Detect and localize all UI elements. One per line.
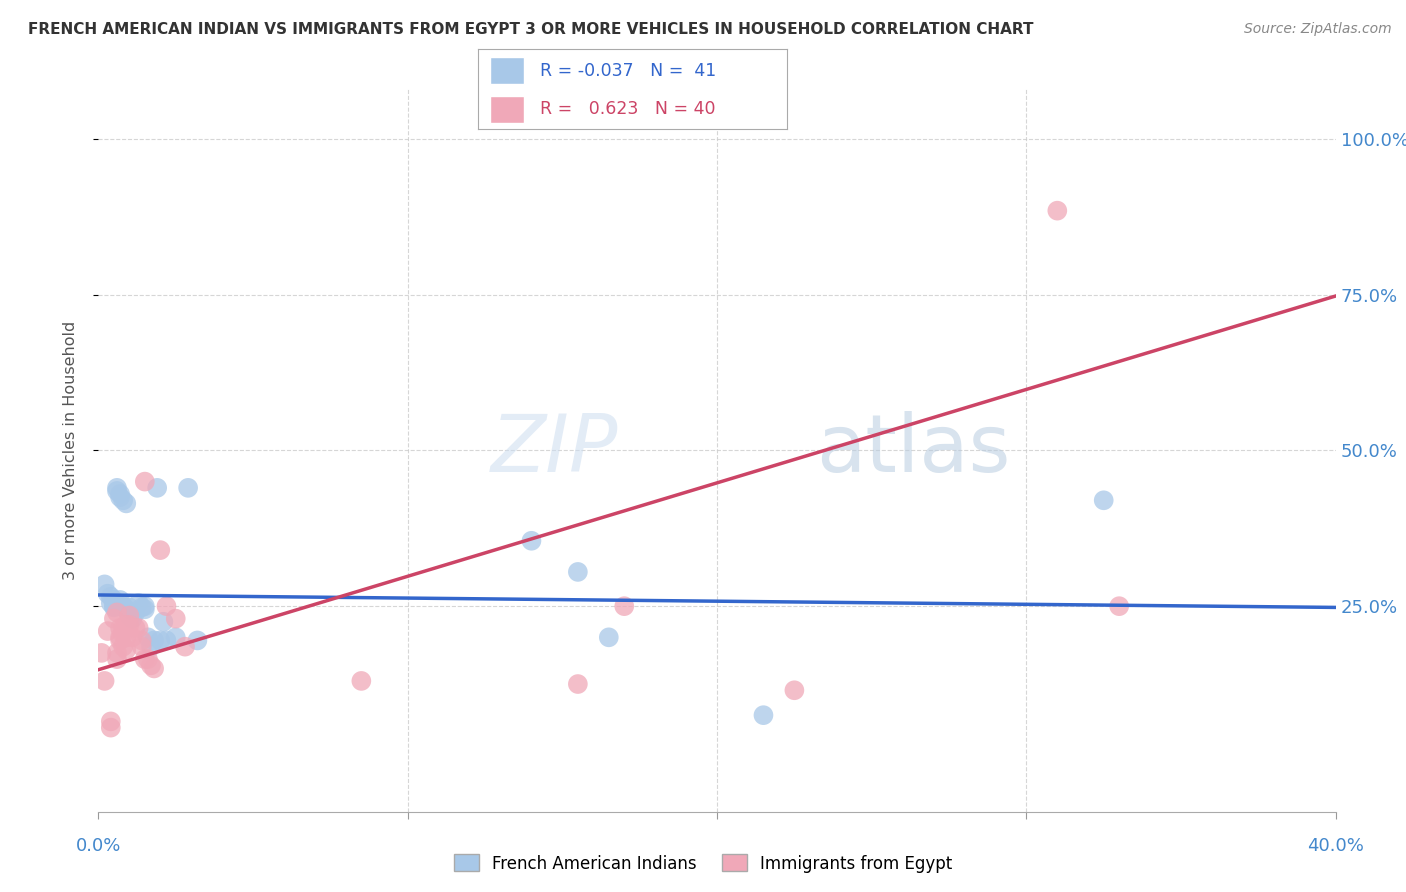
Point xyxy=(105,646,128,660)
Point xyxy=(97,587,120,601)
Point xyxy=(108,633,131,648)
Point xyxy=(139,658,162,673)
Point xyxy=(1092,493,1115,508)
Point xyxy=(131,633,153,648)
Point xyxy=(121,612,143,626)
Point xyxy=(567,677,589,691)
Point xyxy=(174,640,197,654)
Point xyxy=(165,630,187,644)
Point xyxy=(136,630,159,644)
Point xyxy=(128,621,150,635)
Point xyxy=(118,608,141,623)
Point xyxy=(108,593,131,607)
Point xyxy=(115,630,138,644)
Point xyxy=(112,493,135,508)
Point xyxy=(103,593,125,607)
Text: ZIP: ZIP xyxy=(491,411,619,490)
Point xyxy=(598,630,620,644)
Text: R =   0.623   N = 40: R = 0.623 N = 40 xyxy=(540,100,716,119)
Point xyxy=(146,481,169,495)
Point xyxy=(134,602,156,616)
Point xyxy=(115,496,138,510)
Point xyxy=(143,661,166,675)
Point xyxy=(115,618,138,632)
Point xyxy=(108,630,131,644)
Point xyxy=(105,483,128,498)
Point xyxy=(186,633,208,648)
Point xyxy=(100,714,122,729)
Point xyxy=(152,615,174,629)
Point xyxy=(103,599,125,614)
Point xyxy=(752,708,775,723)
Point xyxy=(115,602,138,616)
Point xyxy=(134,599,156,614)
Point xyxy=(149,633,172,648)
Point xyxy=(134,652,156,666)
Point xyxy=(155,599,177,614)
Point xyxy=(108,490,131,504)
Point xyxy=(143,633,166,648)
Point xyxy=(112,599,135,614)
Point xyxy=(112,621,135,635)
Point xyxy=(124,621,146,635)
Point xyxy=(100,590,122,604)
Point xyxy=(118,600,141,615)
Point xyxy=(108,487,131,501)
Text: FRENCH AMERICAN INDIAN VS IMMIGRANTS FROM EGYPT 3 OR MORE VEHICLES IN HOUSEHOLD : FRENCH AMERICAN INDIAN VS IMMIGRANTS FRO… xyxy=(28,22,1033,37)
Point xyxy=(100,596,122,610)
Bar xyxy=(491,57,524,85)
Y-axis label: 3 or more Vehicles in Household: 3 or more Vehicles in Household xyxy=(63,321,77,580)
Bar xyxy=(491,95,524,123)
Point xyxy=(97,624,120,639)
Point xyxy=(105,652,128,666)
Point xyxy=(155,633,177,648)
Point xyxy=(177,481,200,495)
Point xyxy=(134,475,156,489)
Text: atlas: atlas xyxy=(815,411,1011,490)
Point xyxy=(100,721,122,735)
Point xyxy=(131,600,153,615)
Legend: French American Indians, Immigrants from Egypt: French American Indians, Immigrants from… xyxy=(447,847,959,880)
Text: Source: ZipAtlas.com: Source: ZipAtlas.com xyxy=(1244,22,1392,37)
Point xyxy=(90,646,112,660)
Point xyxy=(118,606,141,620)
Point xyxy=(128,596,150,610)
Point xyxy=(118,608,141,623)
Point xyxy=(520,533,543,548)
Point xyxy=(112,640,135,654)
Point xyxy=(136,652,159,666)
Text: R = -0.037   N =  41: R = -0.037 N = 41 xyxy=(540,62,716,79)
Point xyxy=(103,600,125,615)
Point xyxy=(112,627,135,641)
Point xyxy=(115,642,138,657)
Point xyxy=(108,621,131,635)
Point xyxy=(165,612,187,626)
Text: 0.0%: 0.0% xyxy=(76,837,121,855)
Point xyxy=(121,630,143,644)
Text: 40.0%: 40.0% xyxy=(1308,837,1364,855)
Point xyxy=(108,599,131,614)
Point xyxy=(105,481,128,495)
Point xyxy=(567,565,589,579)
Point xyxy=(105,606,128,620)
Point xyxy=(131,640,153,654)
Point xyxy=(1046,203,1069,218)
Point xyxy=(139,640,162,654)
Point xyxy=(350,673,373,688)
Point xyxy=(613,599,636,614)
Point xyxy=(93,577,115,591)
Point xyxy=(124,606,146,620)
Point xyxy=(118,618,141,632)
Point xyxy=(1108,599,1130,614)
Point xyxy=(783,683,806,698)
Point xyxy=(149,543,172,558)
Point xyxy=(93,673,115,688)
Point xyxy=(103,612,125,626)
